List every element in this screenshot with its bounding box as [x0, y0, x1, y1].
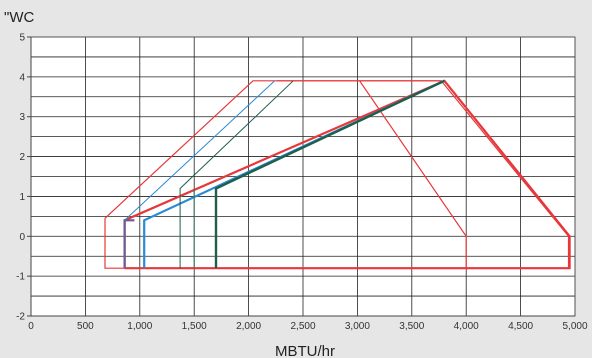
- x-tick-labels: 0 500 1,000 1,500 2,000 2,500 3,000 3,500 4,000 4…: [28, 321, 588, 332]
- x-tick-label: 5,000: [562, 321, 587, 332]
- y-tick-label: 2: [19, 152, 25, 163]
- y-tick-label: 5: [19, 33, 25, 44]
- axes: [27, 36, 575, 317]
- y-tick-label: -2: [16, 312, 25, 323]
- series-line-3: [359, 80, 467, 269]
- y-tick-label: -1: [16, 272, 25, 283]
- x-axis-label: MBTU/hr: [275, 343, 335, 358]
- x-tick-label: 1,500: [182, 321, 207, 332]
- x-tick-label: 3,500: [399, 321, 424, 332]
- series-line-7: [124, 80, 276, 221]
- y-tick-label: 4: [19, 72, 25, 83]
- y-tick-label: 3: [19, 112, 25, 123]
- x-tick-label: 2,000: [236, 321, 261, 332]
- y-tick-label: 1: [19, 192, 25, 203]
- y-tick-labels: -2 -1 0 1 2 3 4 5: [16, 33, 25, 323]
- x-tick-label: 4,500: [508, 321, 533, 332]
- y-axis-label: "WC: [4, 9, 34, 26]
- x-tick-label: 3,000: [345, 321, 370, 332]
- x-tick-label: 1,000: [127, 321, 152, 332]
- x-tick-label: 500: [77, 321, 94, 332]
- x-tick-label: 4,000: [454, 321, 479, 332]
- y-tick-label: 0: [19, 232, 25, 243]
- series-group: [104, 79, 571, 270]
- series-line-8: [179, 80, 294, 269]
- x-tick-label: 2,500: [290, 321, 315, 332]
- series-line-9: [214, 79, 445, 269]
- x-tick-label: 0: [28, 321, 34, 332]
